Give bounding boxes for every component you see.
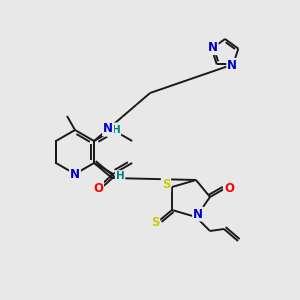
Text: N: N: [208, 41, 218, 54]
Text: N: N: [193, 208, 203, 220]
Text: S: S: [162, 178, 170, 191]
Text: H: H: [112, 125, 120, 135]
Text: N: N: [70, 167, 80, 181]
Text: N: N: [103, 122, 113, 136]
Text: O: O: [93, 182, 103, 194]
Text: N: N: [108, 124, 118, 136]
Text: N: N: [227, 59, 237, 72]
Text: H: H: [116, 171, 124, 181]
Text: S: S: [151, 217, 159, 230]
Text: O: O: [224, 182, 234, 194]
